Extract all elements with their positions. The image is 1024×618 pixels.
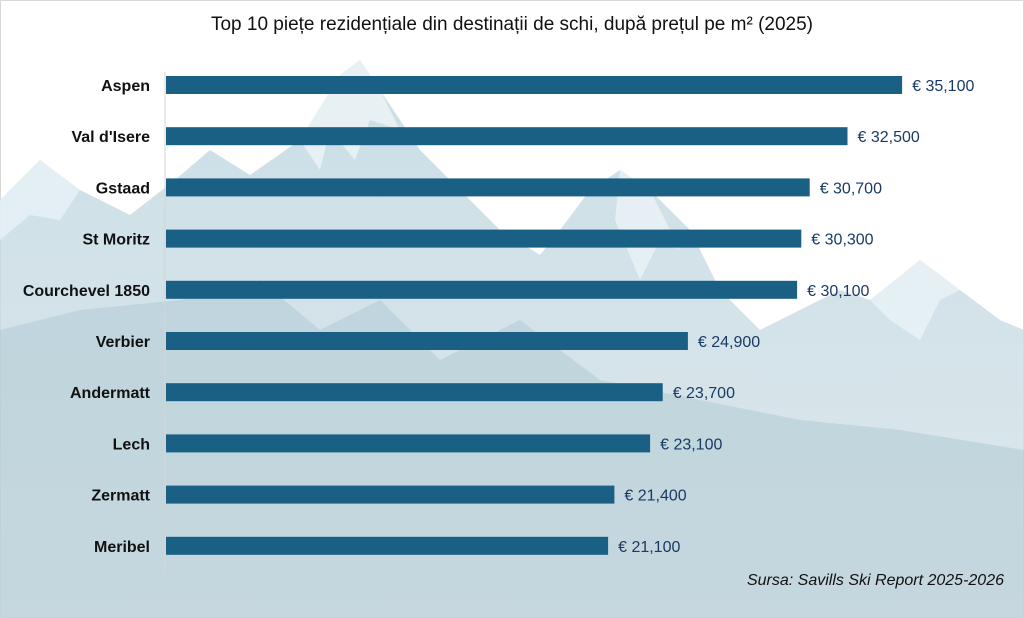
category-label: Val d'Isere [71,129,150,146]
bar [166,229,802,248]
category-label: Zermatt [91,488,150,505]
bar [166,127,848,146]
category-label: Aspen [101,78,150,95]
data-label: € 30,100 [807,283,869,300]
category-label: Meribel [94,539,150,556]
data-label: € 23,700 [673,385,735,402]
category-label: Gstaad [96,180,150,197]
bar [166,332,688,350]
data-label: € 35,100 [912,78,974,95]
bar [166,76,903,94]
source-note: Sursa: Savills Ski Report 2025-2026 [746,572,1004,589]
data-label: € 21,100 [618,539,680,556]
data-label: € 21,400 [624,488,686,505]
category-label: Verbier [96,334,150,351]
category-label: Courchevel 1850 [23,283,150,300]
data-label: € 32,500 [858,129,920,146]
bar [166,434,651,453]
category-label: St Moritz [82,232,150,249]
category-label: Andermatt [70,385,151,402]
data-label: € 23,100 [660,436,722,453]
bar [166,536,609,555]
bar [166,280,798,299]
bar [166,383,663,402]
data-label: € 24,900 [698,334,760,351]
category-label: Lech [113,436,150,453]
chart-title: Top 10 piețe rezidențiale din destinații… [210,14,814,35]
data-label: € 30,300 [811,232,873,249]
bar [166,178,810,197]
data-label: € 30,700 [820,180,882,197]
bar [166,485,615,504]
